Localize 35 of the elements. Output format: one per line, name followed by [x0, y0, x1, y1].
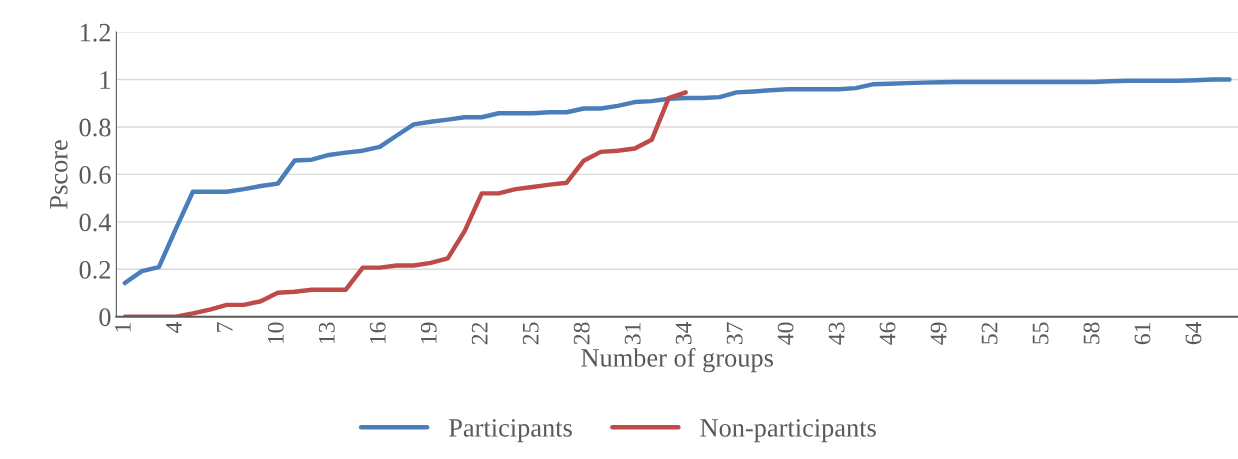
x-tick-label: 58 [1083, 322, 1100, 344]
x-tick-label: 34 [675, 321, 692, 345]
y-tick-label: 0.8 [79, 118, 111, 137]
x-tick-label: 10 [267, 322, 284, 344]
x-tick-label: 37 [726, 322, 743, 345]
x-tick-label: 19 [420, 322, 437, 344]
x-tick-label: 7 [217, 322, 233, 332]
x-tick-label: 61 [1134, 322, 1151, 345]
y-tick-label: 0 [99, 308, 111, 327]
y-tick-label: 0.2 [79, 260, 111, 279]
x-tick-label: 13 [318, 322, 335, 344]
x-tick-label: 16 [369, 322, 386, 344]
x-tick-label: 25 [522, 322, 539, 345]
y-tick-label: 0.6 [79, 166, 111, 184]
y-tick-label: 0.4 [79, 213, 112, 232]
y-axis-title: Pscore [50, 140, 68, 209]
x-tick-label: 4 [165, 321, 182, 333]
x-tick-label: 1 [114, 322, 131, 332]
x-tick-label: 31 [624, 322, 641, 345]
legend-label: Non-participants [700, 419, 876, 443]
x-tick-label: 40 [777, 322, 794, 345]
line-series [122, 77, 1232, 286]
x-tick-label: 64 [1185, 321, 1202, 345]
x-axis-title: Number of groups [581, 347, 773, 373]
line-series [122, 90, 688, 317]
x-tick-label: 43 [828, 322, 845, 345]
x-tick-label: 22 [471, 322, 488, 345]
y-tick-label: 1.2 [80, 23, 111, 42]
x-tick-label: 28 [573, 322, 590, 345]
legend-label: Participants [449, 419, 572, 443]
x-tick-label: 55 [1032, 322, 1049, 344]
x-tick-label: 49 [930, 322, 947, 345]
y-tick-label: 1 [100, 71, 110, 89]
x-tick-label: 46 [879, 322, 896, 345]
x-tick-label: 52 [981, 322, 998, 344]
